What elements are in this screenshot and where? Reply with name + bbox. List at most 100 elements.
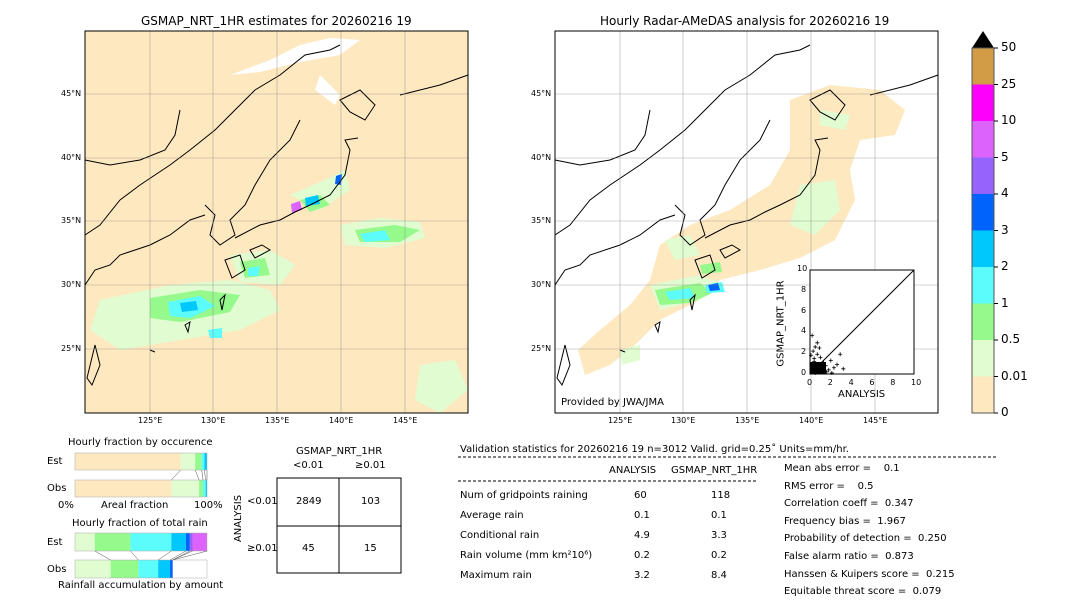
stats-row-analysis: 60 [634, 490, 647, 501]
right_map-lat-tick: 45°N [531, 89, 552, 98]
left_map-lat-tick: 35°N [61, 216, 82, 225]
bar-segment [75, 480, 172, 497]
right_map-lat-tick: 25°N [531, 344, 552, 353]
colorbar-segment [972, 157, 994, 194]
bar-segment [192, 533, 207, 551]
contingency-col-1: ≥0.01 [355, 460, 386, 471]
contingency-row-1: ≥0.01 [247, 543, 278, 554]
left-map-title: GSMAP_NRT_1HR estimates for 20260216 19 [141, 14, 412, 28]
colorbar-label: 25 [1001, 76, 1017, 91]
right_map-lat-tick: 40°N [531, 153, 552, 162]
scatter-point [835, 362, 840, 367]
colorbar-label: 0 [1001, 405, 1009, 419]
left_map-lat-tick: 40°N [61, 153, 82, 162]
scatter-point [812, 356, 817, 361]
cell-00: 2849 [296, 496, 322, 507]
stats-header: Validation statistics for 20260216 19 n=… [460, 444, 849, 455]
colorbar-segment [972, 340, 994, 377]
colorbar-extend-arrow [972, 31, 994, 48]
occ-est-label: Est [47, 456, 63, 467]
scatter-x-tick: 6 [869, 378, 875, 387]
colorbar-label: 5 [1001, 149, 1009, 164]
colorbar-segment [972, 303, 994, 340]
left_map-lat-tick: 45°N [61, 89, 82, 98]
colorbar-label: 0.5 [1001, 332, 1021, 346]
scatter-point [813, 344, 818, 349]
bar-segment [171, 480, 200, 497]
colorbar-label: 1 [1001, 295, 1009, 310]
left_map-lon-tick: 125°E [138, 416, 163, 425]
scatter-x-tick: 8 [890, 378, 896, 387]
stats-row-label: Conditional rain [460, 530, 540, 541]
bar-segment [138, 560, 159, 578]
scatter-point [817, 346, 822, 350]
rain-obs-label: Obs [47, 564, 67, 575]
colorbar-label: 3 [1001, 222, 1009, 237]
stats-score: Frequency bias = 1.967 [784, 515, 906, 527]
scatter-y-tick: 2 [801, 347, 807, 357]
contingency-row-title: ANALYSIS [233, 494, 245, 543]
scatter-y-tick: 4 [801, 326, 807, 336]
cell-11: 15 [364, 543, 377, 554]
right_map-lat-tick: 30°N [531, 280, 552, 289]
bar-segment [170, 560, 173, 578]
colorbar-segment [972, 48, 994, 85]
occ-obs-label: Obs [47, 483, 67, 494]
bar-segment [171, 533, 186, 551]
right-map-title: Hourly Radar-AMeDAS analysis for 2026021… [600, 14, 890, 28]
left_map-lon-tick: 140°E [329, 416, 354, 425]
bar-segment [75, 533, 95, 551]
colorbar-label: 10 [1001, 113, 1017, 127]
rain-est-label: Est [47, 537, 63, 548]
right_map-lon-tick: 145°E [863, 416, 888, 425]
bar-segment [75, 453, 181, 470]
right_map-lat-tick: 35°N [531, 216, 552, 225]
contingency-row-0: <0.01 [247, 496, 278, 507]
stats-row-analysis: 4.9 [634, 530, 650, 541]
stats-row-gsmap: 0.1 [711, 510, 727, 521]
rain-xlabel: Rainfall accumulation by amount [58, 580, 224, 591]
right-map-frame [554, 30, 939, 414]
scatter-point [815, 352, 820, 357]
stats-row-label: Average rain [460, 510, 524, 521]
bar-segment [130, 533, 172, 551]
scatter-inset [809, 269, 915, 375]
scatter-point [828, 358, 833, 363]
stats-score: Probability of detection = 0.250 [784, 533, 947, 545]
contingency-grid [276, 477, 402, 574]
diagonal-line [809, 269, 915, 375]
bar-segment [189, 533, 193, 551]
stats-row-gsmap: 0.2 [711, 550, 727, 561]
scatter-y-tick: 0 [801, 368, 807, 377]
left_map-lat-tick: 30°N [61, 280, 82, 289]
contingency-title: GSMAP_NRT_1HR [296, 446, 383, 457]
map-gridlines [85, 31, 938, 413]
colorbar-segment [972, 267, 994, 304]
rain-title: Hourly fraction of total rain [72, 518, 208, 529]
contingency-col-0: <0.01 [293, 460, 324, 471]
bar-segment [199, 480, 204, 497]
data-credit: Provided by JWA/JMA [561, 397, 664, 408]
left-map-frame [84, 30, 469, 414]
scatter-y-tick: 8 [801, 284, 807, 294]
stats-score: Equitable threat score = 0.079 [784, 586, 942, 598]
scatter-point [829, 370, 834, 375]
colorbar [971, 31, 998, 414]
scatter-point [841, 366, 846, 371]
right_map-lon-tick: 130°E [671, 416, 696, 425]
colorbar-label: 50 [1001, 40, 1017, 54]
colorbar-label: 0.01 [1001, 368, 1028, 383]
stats-row-analysis: 3.2 [634, 570, 650, 581]
right_map-lon-tick: 140°E [799, 416, 824, 425]
left_map-lon-tick: 135°E [265, 416, 290, 425]
left_map-lon-tick: 130°E [201, 416, 226, 425]
colorbar-segment [972, 376, 994, 413]
scatter-x-tick: 0 [807, 378, 813, 387]
stats-col-gsmap: GSMAP_NRT_1HR [671, 465, 758, 476]
scatter-y-tick: 10 [797, 264, 808, 273]
scatter-point [810, 333, 815, 338]
bar-segment [75, 560, 111, 578]
colorbar-label: 4 [1001, 186, 1009, 200]
